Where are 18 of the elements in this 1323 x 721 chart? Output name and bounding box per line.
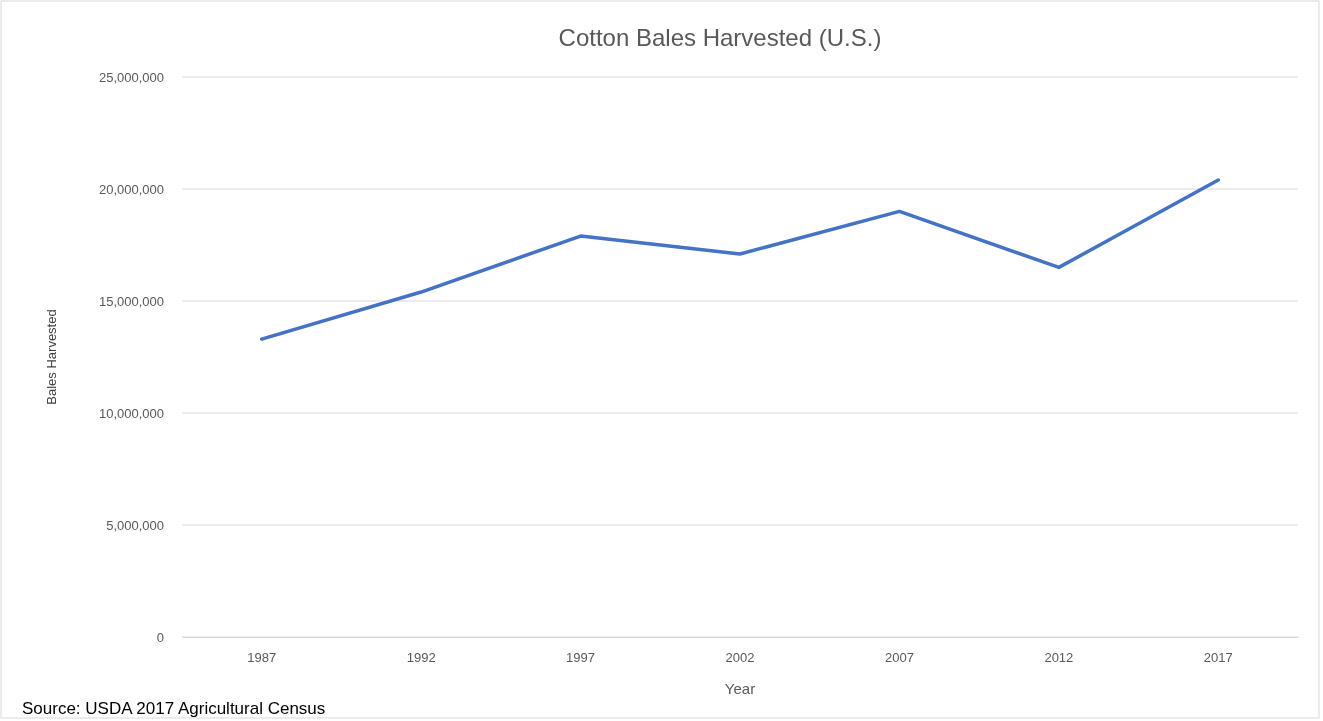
x-tick-label: 1987 bbox=[247, 650, 277, 666]
source-note: Source: USDA 2017 Agricultural Census bbox=[22, 699, 326, 718]
x-axis-title: Year bbox=[724, 680, 756, 697]
chart-title: Cotton Bales Harvested (U.S.) bbox=[558, 24, 882, 51]
x-tick-label: 2017 bbox=[1203, 650, 1233, 666]
x-tick-label: 2002 bbox=[725, 650, 755, 666]
y-tick-label: 5,000,000 bbox=[106, 517, 164, 533]
y-tick-label: 0 bbox=[156, 629, 164, 645]
y-tick-label: 10,000,000 bbox=[98, 405, 164, 421]
y-axis-title: Bales Harvested bbox=[44, 309, 59, 405]
y-tick-label: 15,000,000 bbox=[98, 293, 164, 309]
x-tick-label: 1992 bbox=[406, 650, 436, 666]
y-tick-label: 25,000,000 bbox=[98, 69, 164, 85]
x-tick-label: 2012 bbox=[1044, 650, 1074, 666]
y-tick-label: 20,000,000 bbox=[98, 181, 164, 197]
line-series bbox=[259, 178, 1221, 341]
x-tick-label: 1997 bbox=[566, 650, 596, 666]
x-tick-label: 2007 bbox=[884, 650, 914, 666]
